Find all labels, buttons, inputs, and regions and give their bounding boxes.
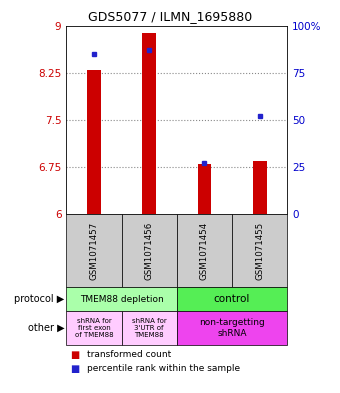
Text: GSM1071454: GSM1071454 xyxy=(200,221,209,280)
Text: GDS5077 / ILMN_1695880: GDS5077 / ILMN_1695880 xyxy=(88,10,252,23)
Text: ■: ■ xyxy=(70,350,79,360)
Text: non-targetting
shRNA: non-targetting shRNA xyxy=(199,318,265,338)
Text: control: control xyxy=(214,294,250,304)
Text: shRNA for
3'UTR of
TMEM88: shRNA for 3'UTR of TMEM88 xyxy=(132,318,167,338)
Text: ■: ■ xyxy=(70,364,79,374)
Bar xyxy=(87,70,101,214)
Text: other ▶: other ▶ xyxy=(28,323,65,333)
Text: protocol ▶: protocol ▶ xyxy=(14,294,65,304)
Text: GSM1071455: GSM1071455 xyxy=(255,221,264,280)
Bar xyxy=(198,164,211,214)
Text: TMEM88 depletion: TMEM88 depletion xyxy=(80,295,164,303)
Text: percentile rank within the sample: percentile rank within the sample xyxy=(87,364,240,373)
Bar xyxy=(253,161,267,214)
Text: GSM1071456: GSM1071456 xyxy=(145,221,154,280)
Text: shRNA for
first exon
of TMEM88: shRNA for first exon of TMEM88 xyxy=(74,318,113,338)
Text: GSM1071457: GSM1071457 xyxy=(89,221,98,280)
Bar xyxy=(142,33,156,214)
Text: transformed count: transformed count xyxy=(87,350,171,359)
